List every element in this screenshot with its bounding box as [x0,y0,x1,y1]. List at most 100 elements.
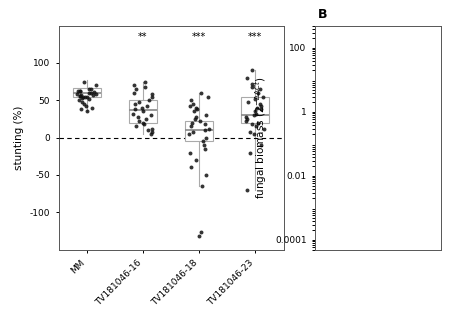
Point [186,104,194,109]
Point [88,86,95,92]
Point [200,139,207,144]
Point [193,114,200,119]
Point [149,126,156,131]
Text: B: B [318,8,327,21]
Point [81,79,88,84]
Point [260,94,267,99]
Point [203,172,210,178]
Point [86,96,93,101]
Point [131,107,139,112]
Point [143,116,150,122]
Point [244,99,251,104]
Point [193,107,200,112]
Point [90,90,98,95]
Bar [72,88,101,97]
Point [198,230,205,235]
Point [250,131,257,136]
Point [140,120,147,125]
Point [255,120,262,125]
Point [138,105,145,110]
Point [201,128,208,133]
Point [93,92,100,97]
Point [141,84,149,89]
Point [247,129,254,134]
Y-axis label: stunting (%): stunting (%) [14,105,24,170]
Point [205,126,212,131]
Point [82,104,90,109]
Point [196,119,203,124]
Point [188,165,195,170]
Point [187,98,194,103]
Point [148,129,155,134]
Text: **: ** [138,32,148,42]
Point [242,119,249,124]
Point [204,94,211,99]
Point [85,90,92,95]
Point [76,93,84,98]
Point [139,109,146,114]
Point [257,104,264,109]
Point [187,150,194,155]
Point [191,109,198,114]
Point [248,122,255,127]
Point [248,81,255,86]
Point [188,120,195,125]
Point [76,98,83,103]
Point [135,99,143,104]
Point [198,184,205,189]
Point [243,187,250,192]
Point [130,83,137,88]
Point [242,114,249,119]
Point [135,119,143,124]
Point [256,101,263,107]
Point [202,113,209,118]
Point [92,83,99,88]
Point [133,124,140,129]
Point [140,122,148,127]
Point [147,131,154,136]
Point [133,86,140,92]
Point [243,75,250,80]
Point [202,122,209,127]
Text: ***: *** [192,32,206,42]
Point [246,150,253,155]
Point [79,95,86,100]
Point [80,101,87,107]
Point [250,113,257,118]
Point [244,116,251,122]
Point [189,101,197,107]
Point [89,105,96,110]
Point [187,124,194,129]
Point [131,101,138,107]
Point [148,94,156,99]
Point [76,89,83,94]
Point [248,68,256,73]
Point [191,116,198,122]
Text: ***: *** [248,32,262,42]
Point [81,95,89,100]
Point [145,128,152,133]
Bar [241,97,270,123]
Point [198,90,205,95]
Y-axis label: fungal biomass (2$^{-\Delta\Delta Ct}$): fungal biomass (2$^{-\Delta\Delta Ct}$) [254,76,270,199]
Point [248,84,256,89]
Point [252,124,259,129]
Point [193,157,200,163]
Point [76,88,83,93]
Bar [129,100,157,123]
Point [185,131,193,136]
Point [201,146,208,151]
Point [252,111,260,116]
Point [257,142,264,148]
Point [83,109,90,114]
Point [257,107,265,112]
Point [141,79,149,84]
Point [192,105,199,110]
Point [200,142,207,148]
Point [87,90,94,95]
Point [130,111,137,116]
Point [130,90,138,95]
Point [145,98,153,103]
Point [255,90,262,95]
Point [85,86,92,92]
